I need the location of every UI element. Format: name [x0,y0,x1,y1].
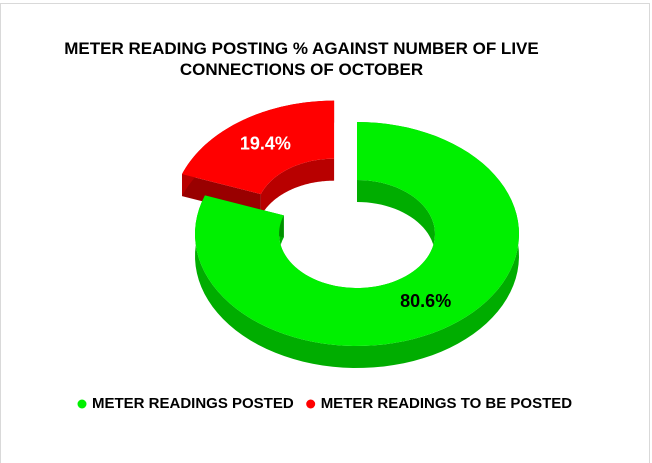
legend-marker [77,399,87,409]
slice [182,100,335,195]
chart-title: METER READING POSTING % AGAINST NUMBER O… [64,39,539,79]
legend-marker [306,399,316,409]
slice [195,122,519,346]
data-label: 80.6% [400,291,451,311]
legend-label: METER READINGS TO BE POSTED [321,395,573,412]
slice-side [260,158,335,217]
legend-label: METER READINGS POSTED [92,395,294,412]
chart-frame [0,3,650,463]
data-label: 19.4% [240,133,291,153]
